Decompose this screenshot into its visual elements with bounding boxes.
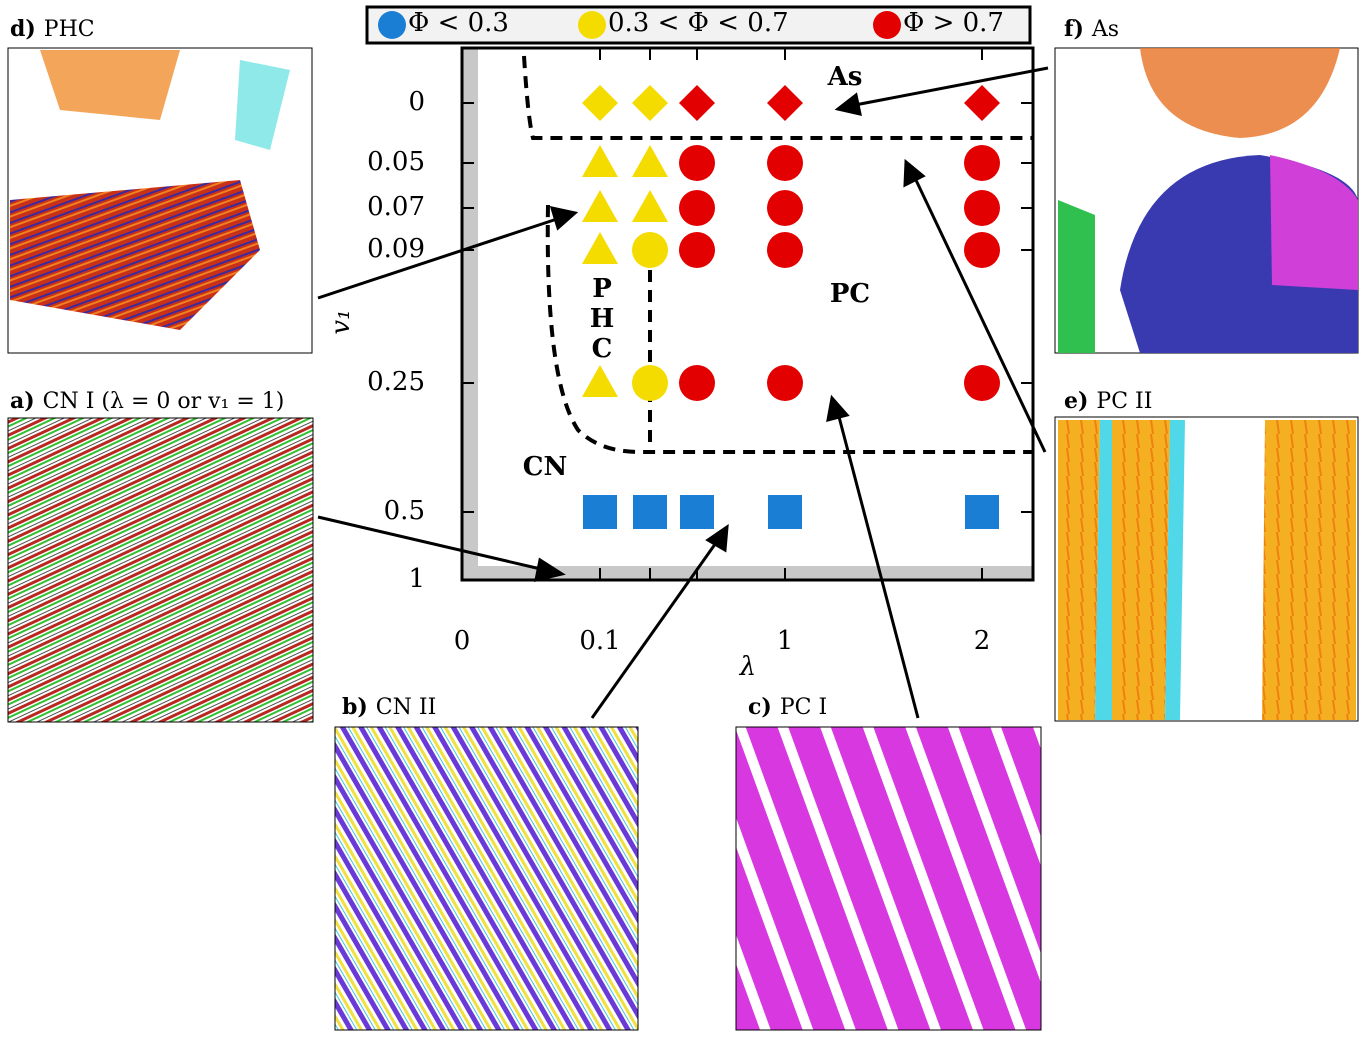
marker-diamond <box>632 85 668 121</box>
legend-label: 0.3 < Φ < 0.7 <box>608 8 789 38</box>
panel-title: PHC <box>44 17 95 42</box>
annotation: As <box>827 62 863 92</box>
x-tick-label: 1 <box>777 626 794 656</box>
marker-circle <box>964 190 1000 226</box>
y-tick-label: 0.07 <box>367 192 425 222</box>
plot-frame <box>460 46 1035 582</box>
x-tick-label: 0.1 <box>579 626 620 656</box>
marker-square <box>680 495 714 529</box>
marker-circle <box>679 365 715 401</box>
marker-triangle <box>582 365 618 397</box>
panel-images <box>7 47 1359 1031</box>
marker-diamond <box>964 85 1000 121</box>
x-tick-label: 2 <box>974 626 991 656</box>
annotation: PC <box>830 279 870 309</box>
y-tick-label: 0 <box>408 87 425 117</box>
marker-circle <box>767 190 803 226</box>
marker-circle <box>964 145 1000 181</box>
panel-title: PC I <box>780 695 827 720</box>
legend-marker <box>378 11 406 39</box>
y-tick-label: 0.09 <box>367 234 425 264</box>
y-tick-label: 0.25 <box>367 367 425 397</box>
y-tick-label: 0.05 <box>367 147 425 177</box>
marker-circle <box>679 145 715 181</box>
marker-triangle <box>582 190 618 222</box>
marker-triangle <box>582 232 618 264</box>
legend-marker <box>873 11 901 39</box>
marker-circle <box>767 145 803 181</box>
marker-circle <box>964 365 1000 401</box>
legend-label: Φ < 0.3 <box>408 8 509 38</box>
marker-triangle <box>632 145 668 177</box>
annotation: CN <box>523 452 567 482</box>
panel-letter: a) <box>10 388 35 414</box>
panel-title: As <box>1091 17 1119 42</box>
marker-circle <box>767 232 803 268</box>
marker-square <box>965 495 999 529</box>
panel-letter: c) <box>748 694 772 720</box>
marker-circle <box>632 365 668 401</box>
panel-letter: b) <box>342 694 368 720</box>
marker-square <box>768 495 802 529</box>
marker-triangle <box>632 190 668 222</box>
y-tick-label: 0.5 <box>384 496 425 526</box>
y-tick-label: 1 <box>408 564 425 594</box>
panel-title: PC II <box>1096 389 1152 414</box>
marker-square <box>583 495 617 529</box>
panel-letter: d) <box>10 16 36 42</box>
marker-diamond <box>582 85 618 121</box>
marker-circle <box>767 365 803 401</box>
panel-letter: f) <box>1064 16 1084 42</box>
marker-circle <box>632 232 668 268</box>
x-tick-label: 0 <box>454 626 471 656</box>
legend-label: Φ > 0.7 <box>903 8 1004 38</box>
legend-marker <box>578 11 606 39</box>
panel-title: CN I (λ = 0 or v₁ = 1) <box>43 389 285 414</box>
panel-letter: e) <box>1064 388 1088 414</box>
marker-circle <box>679 232 715 268</box>
y-axis-label: v₁ <box>326 309 356 334</box>
panel-title: CN II <box>376 695 436 720</box>
phase-boundaries <box>522 55 1033 454</box>
marker-square <box>633 495 667 529</box>
marker-circle <box>679 190 715 226</box>
marker-diamond <box>767 85 803 121</box>
marker-circle <box>964 232 1000 268</box>
marker-diamond <box>679 85 715 121</box>
marker-triangle <box>582 145 618 177</box>
legend-box <box>365 5 1032 45</box>
arrows <box>317 66 1049 719</box>
x-axis-label: λ <box>739 652 756 682</box>
